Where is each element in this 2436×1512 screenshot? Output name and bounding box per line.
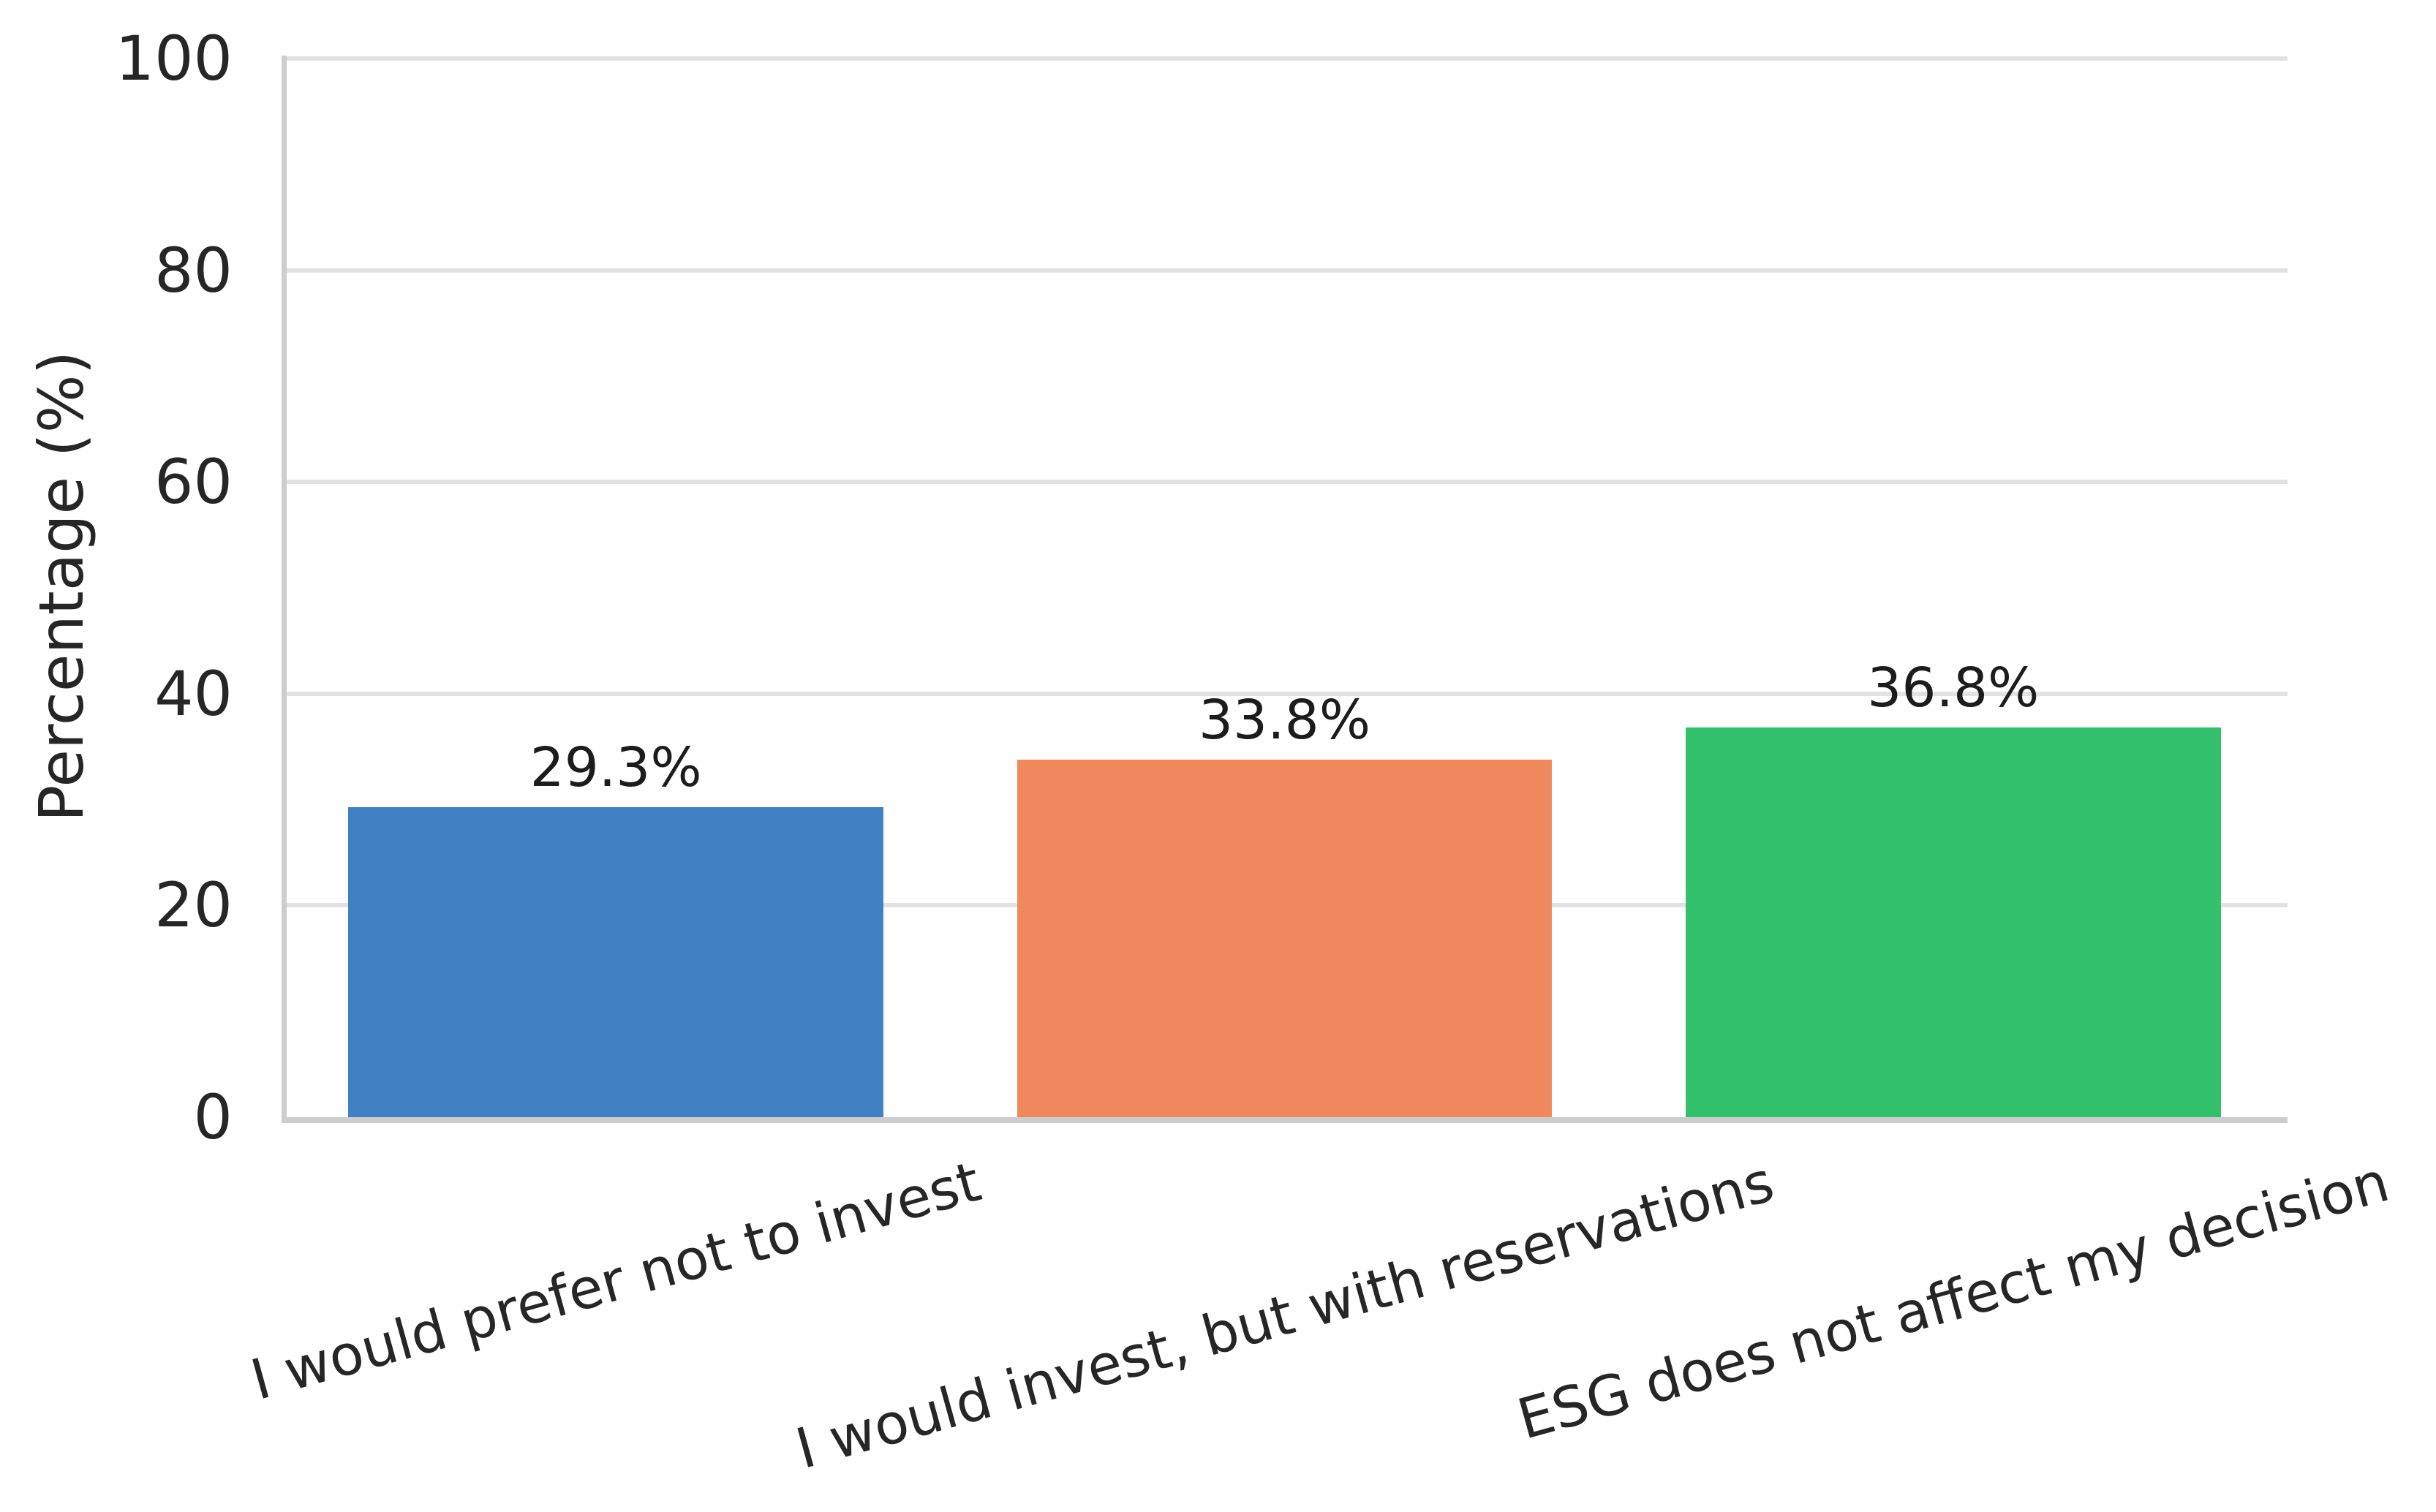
bar-value-label-3: 36.8% <box>1867 657 2040 720</box>
y-tick-label-80: 80 <box>154 234 233 306</box>
gridline-60 <box>287 480 2288 485</box>
gridline-40 <box>287 691 2288 696</box>
bar-1 <box>348 806 883 1117</box>
y-tick-label-0: 0 <box>193 1081 233 1153</box>
bar-3 <box>1686 727 2221 1117</box>
gridline-80 <box>287 268 2288 273</box>
gridline-100 <box>287 56 2288 61</box>
y-tick-label-60: 60 <box>154 446 233 518</box>
bar-value-label-2: 33.8% <box>1198 688 1371 752</box>
x-axis-spine <box>282 1117 2288 1123</box>
bar-2 <box>1017 759 1553 1117</box>
y-axis-label: Percentage (%) <box>26 350 97 823</box>
y-tick-label-40: 40 <box>154 657 233 730</box>
x-tick-label-1: I would prefer not to invest <box>244 1149 988 1413</box>
y-tick-label-100: 100 <box>115 23 233 94</box>
bar-value-label-1: 29.3% <box>529 736 702 799</box>
y-axis-spine <box>282 56 287 1123</box>
y-tick-label-20: 20 <box>154 869 233 942</box>
